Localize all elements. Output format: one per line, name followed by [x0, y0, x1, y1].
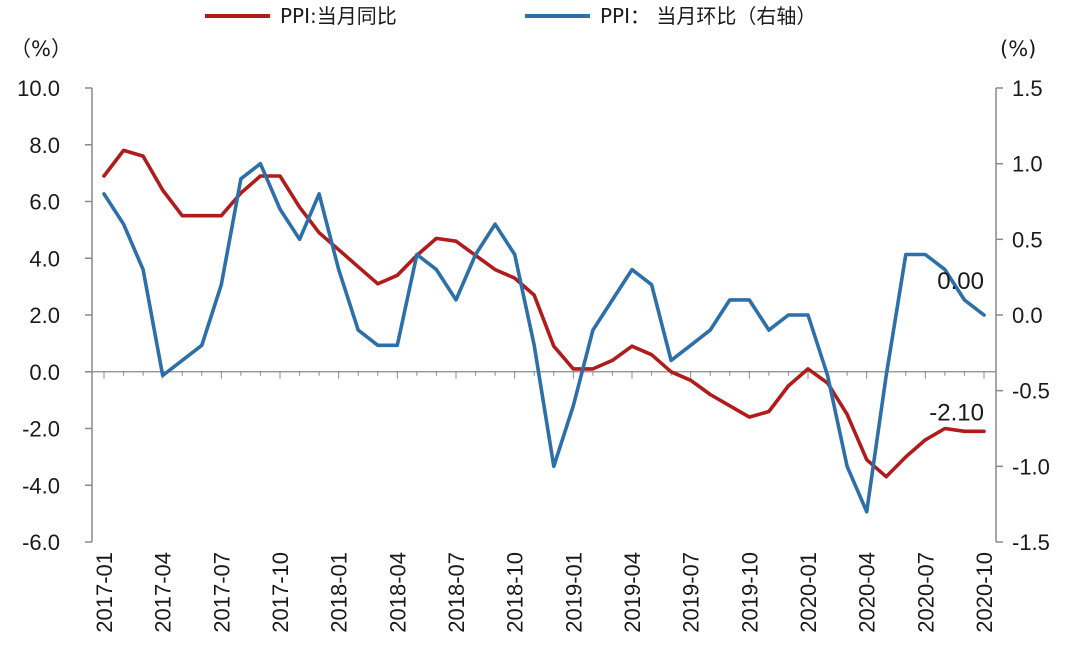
- left-axis-unit: （%）: [10, 37, 72, 61]
- series-lines: [102, 148, 986, 514]
- x-tick-label: 2019-07: [679, 552, 704, 633]
- series-line-mom: [102, 161, 986, 514]
- right-y-tick-label: 0.0: [1012, 303, 1043, 328]
- left-y-tick-label: 8.0: [29, 133, 60, 158]
- axes: 10.0 8.0 6.0 4.0 2.0 0.0 -2.0 -4.0 -6.0 1.5 1.0 0.5…: [17, 76, 1050, 633]
- left-y-tick-label: 2.0: [29, 303, 60, 328]
- left-y-tick-label: -2.0: [22, 417, 60, 442]
- left-y-tick-label: -6.0: [22, 530, 60, 555]
- x-tick-label: 2018-10: [503, 552, 528, 633]
- right-y-tick-label: -1.0: [1012, 454, 1050, 479]
- right-y-tick-label: -1.5: [1012, 530, 1050, 555]
- legend-label-mom: PPI： 当月环比（右轴）: [600, 4, 816, 28]
- left-y-tick-label: 0.0: [29, 360, 60, 385]
- x-tick-label: 2018-07: [444, 552, 469, 633]
- right-y-tick-label: 1.5: [1012, 76, 1043, 101]
- x-tick-label: 2018-04: [385, 552, 410, 633]
- left-y-tick-label: 4.0: [29, 246, 60, 271]
- data-label--2.10: -2.10: [929, 399, 984, 426]
- left-y-tick-label: 10.0: [17, 76, 60, 101]
- right-y-tick-label: 0.5: [1012, 227, 1043, 252]
- x-tick-label: 2020-07: [913, 552, 938, 633]
- left-y-tick-label: 6.0: [29, 190, 60, 215]
- x-tick-label: 2020-01: [796, 552, 821, 633]
- x-tick-label: 2020-10: [972, 552, 997, 633]
- x-tick-label: 2017-04: [151, 552, 176, 633]
- right-y-tick-label: 1.0: [1012, 152, 1043, 177]
- series-line-yoy: [102, 148, 986, 479]
- x-tick-label: 2019-04: [620, 552, 645, 633]
- x-tick-label: 2017-07: [209, 552, 234, 633]
- data-labels: 0.00 -2.10: [929, 268, 984, 426]
- x-tick-label: 2019-10: [737, 552, 762, 633]
- left-y-tick-label: -4.0: [22, 473, 60, 498]
- x-tick-label: 2018-01: [327, 552, 352, 633]
- x-tick-label: 2017-01: [92, 552, 117, 633]
- data-label-0.00: 0.00: [937, 268, 984, 295]
- right-y-tick-label: -0.5: [1012, 379, 1050, 404]
- x-tick-label: 2019-01: [561, 552, 586, 633]
- x-tick-label: 2017-10: [268, 552, 293, 633]
- legend: PPI:当月同比 PPI： 当月环比（右轴）: [205, 4, 816, 28]
- right-axis-unit: (%): [1000, 37, 1036, 61]
- x-tick-label: 2020-04: [855, 552, 880, 633]
- legend-label-yoy: PPI:当月同比: [280, 4, 397, 28]
